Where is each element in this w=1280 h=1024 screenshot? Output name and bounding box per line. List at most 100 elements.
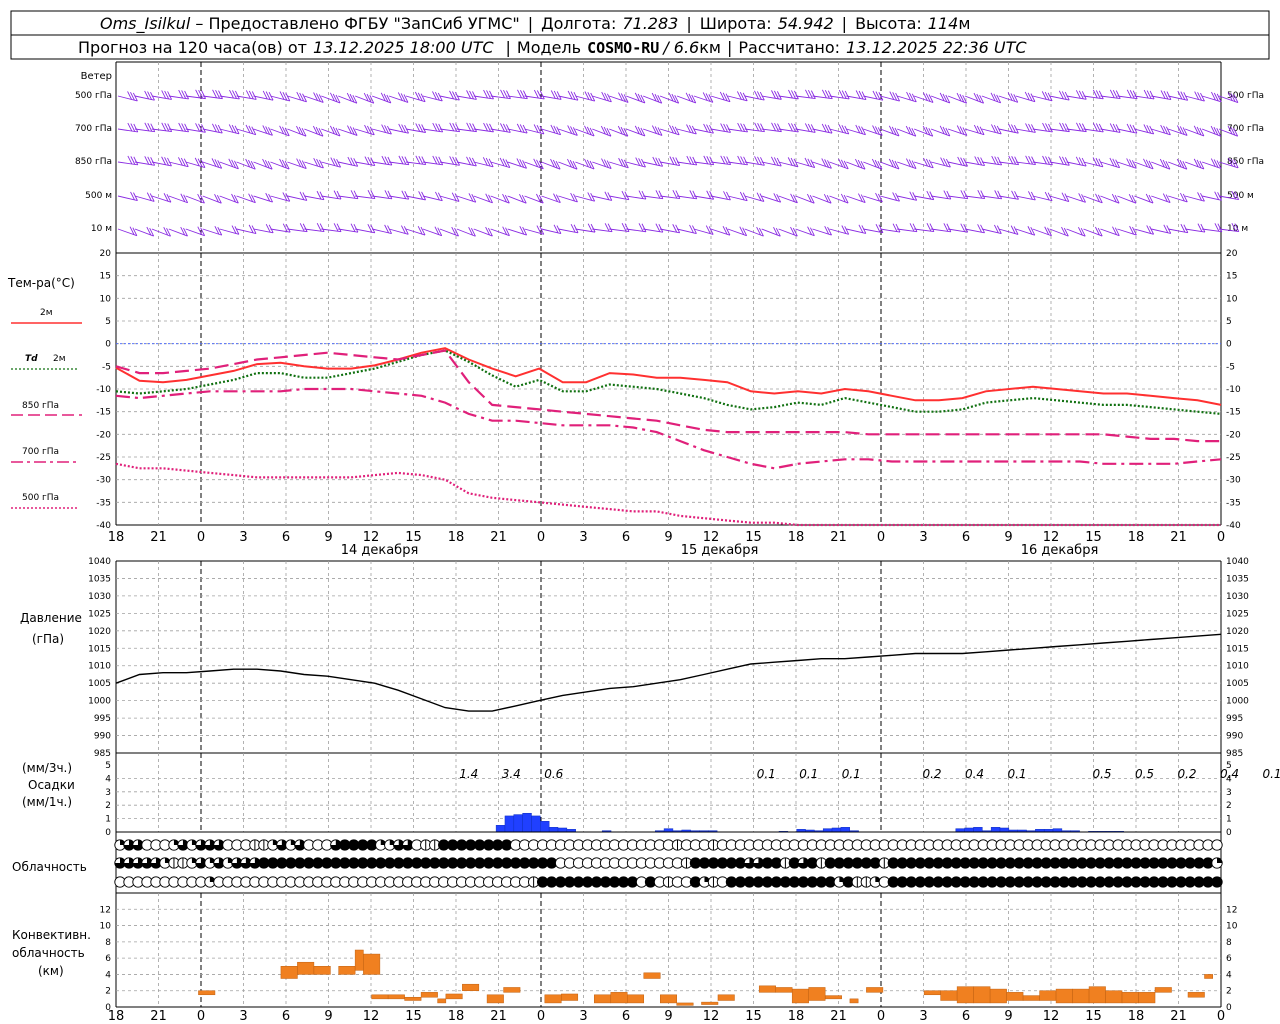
- wind-barb-feather: [623, 94, 629, 103]
- wind-barb: [202, 226, 223, 236]
- wind-barb-feather: [216, 195, 222, 204]
- wind-barb-feather: [621, 158, 626, 168]
- wind-barb-feather: [146, 192, 152, 201]
- wind-barb: [744, 226, 764, 237]
- wind-barb-feather: [146, 226, 152, 236]
- wind-level-labels: 500 гПа 700 гПа 850 гПа 500 м 10 м 500 г…: [75, 91, 1264, 234]
- wind-barb-feather: [181, 90, 187, 99]
- wind-barb-feather: [161, 122, 167, 132]
- wind-barb-feather: [166, 193, 172, 203]
- wind-barb: [1134, 89, 1155, 100]
- wind-barb: [236, 90, 257, 100]
- wind-barb-feather: [1059, 156, 1064, 165]
- wind-barb: [846, 193, 866, 204]
- x-tick-label: 12: [1043, 530, 1060, 545]
- wind-barb-feather: [127, 155, 133, 165]
- wind-barb-feather: [1065, 123, 1070, 132]
- wind-barb-feather: [939, 125, 945, 135]
- wind-barb-feather: [302, 223, 308, 232]
- station-name: Oms_Isilkul: [100, 14, 191, 34]
- cloud-symbol: [752, 857, 765, 869]
- wind-barb-feather: [1081, 91, 1087, 100]
- wind-barb-feather: [1162, 193, 1168, 202]
- wind-barb-feather: [726, 156, 732, 165]
- x-tick-label-bottom: 18: [448, 1009, 465, 1024]
- wind-barb: [219, 89, 240, 100]
- wind-barb-feather: [265, 192, 271, 202]
- wind-barb-feather: [555, 194, 561, 203]
- precip-bar: [557, 827, 568, 833]
- wind-barb: [456, 156, 477, 167]
- conv-ytick: 12: [100, 905, 111, 915]
- wind-barb: [202, 89, 223, 100]
- wind-barb-feather: [167, 123, 173, 132]
- wind-barb-feather: [1231, 223, 1237, 232]
- wind-barb: [1066, 122, 1087, 133]
- wind-barb: [558, 125, 578, 136]
- wind-barb-feather: [200, 227, 205, 236]
- temp-ytick-right: 15: [1226, 272, 1237, 282]
- conv-bar: [544, 994, 562, 1004]
- wind-barb-feather: [770, 156, 776, 166]
- temp-ytick-right: -25: [1226, 453, 1241, 463]
- wind-barb: [981, 224, 1002, 235]
- wind-barb-feather: [1196, 126, 1202, 136]
- wind-barb: [914, 190, 935, 201]
- wind-barb-feather: [214, 124, 220, 133]
- wind-barb: [321, 92, 341, 104]
- cloud-symbol: [123, 839, 135, 851]
- wind-barb-feather: [519, 124, 525, 133]
- wind-barb-feather: [364, 124, 369, 134]
- wind-barb-feather: [1200, 92, 1205, 102]
- precip-title: Осадки: [28, 778, 75, 792]
- wind-barb-feather: [482, 157, 488, 166]
- wind-barb-feather: [1163, 224, 1169, 233]
- wind-barb-feather: [928, 127, 934, 137]
- wind-barb-feather: [824, 225, 830, 235]
- wind-barb-feather: [183, 194, 189, 203]
- x-tick-label: 3: [919, 530, 927, 545]
- wind-barb-feather: [570, 223, 576, 233]
- wind-barb-feather: [352, 95, 358, 104]
- wind-barb-feather: [1115, 124, 1121, 133]
- wind-barb-feather: [740, 123, 746, 132]
- wind-barb-feather: [790, 193, 795, 202]
- wind-barb-feather: [130, 156, 136, 165]
- wind-barb: [761, 122, 782, 133]
- wind-barb-feather: [773, 193, 779, 202]
- conv-bar: [1105, 990, 1123, 1004]
- wind-barb: [880, 158, 900, 170]
- wind-barb-feather: [302, 93, 307, 102]
- wind-barb-feather: [1132, 226, 1137, 236]
- wind-barb-feather: [823, 193, 829, 203]
- wind-barb-feather: [403, 94, 409, 103]
- wind-barb-feather: [398, 123, 404, 133]
- x-tick-label-bottom: 18: [788, 1009, 805, 1024]
- conv-bar: [561, 993, 579, 1001]
- wind-barb-feather: [1097, 194, 1103, 204]
- wind-barb-feather: [875, 91, 881, 100]
- wind-barb-feather: [404, 191, 410, 200]
- wind-barb-feather: [923, 157, 928, 167]
- wind-barb: [693, 123, 714, 134]
- x-tick-label: 3: [239, 530, 247, 545]
- precip-bar: [522, 812, 532, 833]
- wind-barb-feather: [604, 191, 610, 200]
- wind-barb: [1201, 91, 1222, 103]
- wind-barb-feather: [418, 156, 424, 165]
- wind-barb: [1201, 125, 1222, 137]
- wind-barb: [676, 124, 697, 135]
- wind-barb: [744, 90, 765, 101]
- wind-barb: [1168, 158, 1188, 170]
- wind-barb-feather: [773, 226, 778, 236]
- x-tick-label: 9: [664, 530, 672, 545]
- wind-barb: [321, 190, 342, 200]
- wind-barb-feather: [1008, 123, 1013, 133]
- conv-ytick: 6: [105, 954, 111, 964]
- wind-barb-feather: [335, 94, 341, 104]
- x-tick-label-bottom: 21: [830, 1009, 847, 1024]
- x-tick-label-bottom: 12: [1043, 1009, 1060, 1024]
- wind-barb-feather: [874, 126, 880, 135]
- wind-barb-feather: [1061, 156, 1067, 166]
- wind-barb-feather: [1210, 158, 1216, 167]
